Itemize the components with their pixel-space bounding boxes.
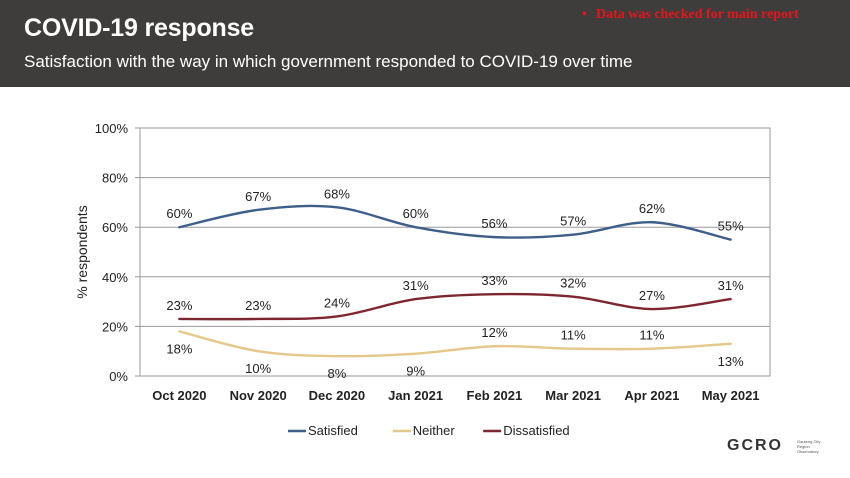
data-label-satisfied: 60% [403, 206, 429, 221]
y-tick-label: 100% [95, 121, 129, 136]
data-label-neither: 8% [327, 366, 346, 381]
page-subtitle: Satisfaction with the way in which gover… [24, 52, 633, 71]
x-tick-label: Nov 2020 [230, 388, 287, 403]
data-label-dissatisfied: 31% [403, 278, 429, 293]
header-bar: COVID-19 response Satisfaction with the … [0, 0, 850, 87]
data-label-dissatisfied: 33% [481, 273, 507, 288]
x-tick-label: Jan 2021 [388, 388, 443, 403]
data-label-satisfied: 56% [481, 216, 507, 231]
legend-label-neither: Neither [413, 423, 456, 438]
data-label-neither: 11% [639, 328, 664, 343]
data-label-neither: 11% [561, 328, 586, 343]
x-tick-label: Feb 2021 [467, 388, 523, 403]
series-line-dissatisfied [178, 292, 732, 321]
x-tick-label: Apr 2021 [624, 388, 679, 403]
data-label-satisfied: 55% [718, 219, 744, 234]
y-tick-label: 60% [102, 220, 128, 235]
series-line-neither [178, 330, 732, 358]
note-text: Data was checked for main report [596, 7, 799, 22]
y-tick-label: 80% [102, 171, 128, 186]
y-tick-label: 0% [109, 369, 128, 384]
data-label-neither: 12% [481, 325, 507, 340]
x-tick-label: May 2021 [702, 388, 760, 403]
data-label-dissatisfied: 31% [718, 278, 744, 293]
data-label-dissatisfied: 32% [560, 276, 586, 291]
data-label-satisfied: 62% [639, 201, 665, 216]
data-label-satisfied: 60% [166, 206, 192, 221]
data-label-neither: 9% [406, 364, 425, 379]
legend-label-dissatisfied: Dissatisfied [503, 423, 569, 438]
page-title: COVID-19 response [24, 14, 255, 42]
x-tick-label: Dec 2020 [309, 388, 365, 403]
data-label-dissatisfied: 23% [245, 298, 271, 313]
check-note: • Data was checked for main report [582, 8, 832, 22]
data-label-satisfied: 67% [245, 189, 271, 204]
data-label-neither: 18% [166, 341, 192, 356]
gcro-logo: GCRO Gauteng City-Region Observatory [727, 437, 827, 457]
data-label-satisfied: 57% [560, 214, 586, 229]
plot-frame [139, 127, 771, 377]
y-tick-label: 20% [102, 319, 128, 334]
x-tick-label: Mar 2021 [545, 388, 601, 403]
y-tick-label: 40% [102, 270, 128, 285]
logo-wordmark: GCRO [727, 437, 783, 454]
x-tick-label: Oct 2020 [152, 388, 206, 403]
logo-subtitle: Gauteng City-Region Observatory [797, 439, 822, 454]
series-line-satisfied [178, 204, 732, 241]
data-label-neither: 13% [718, 354, 744, 369]
data-label-dissatisfied: 24% [324, 295, 350, 310]
data-label-dissatisfied: 23% [166, 298, 192, 313]
data-label-neither: 10% [245, 361, 271, 376]
data-label-dissatisfied: 27% [639, 288, 665, 303]
data-label-satisfied: 68% [324, 186, 350, 201]
legend-label-satisfied: Satisfied [308, 423, 358, 438]
note-bullet: • [582, 7, 587, 22]
y-axis-label: % respondents [74, 205, 90, 298]
